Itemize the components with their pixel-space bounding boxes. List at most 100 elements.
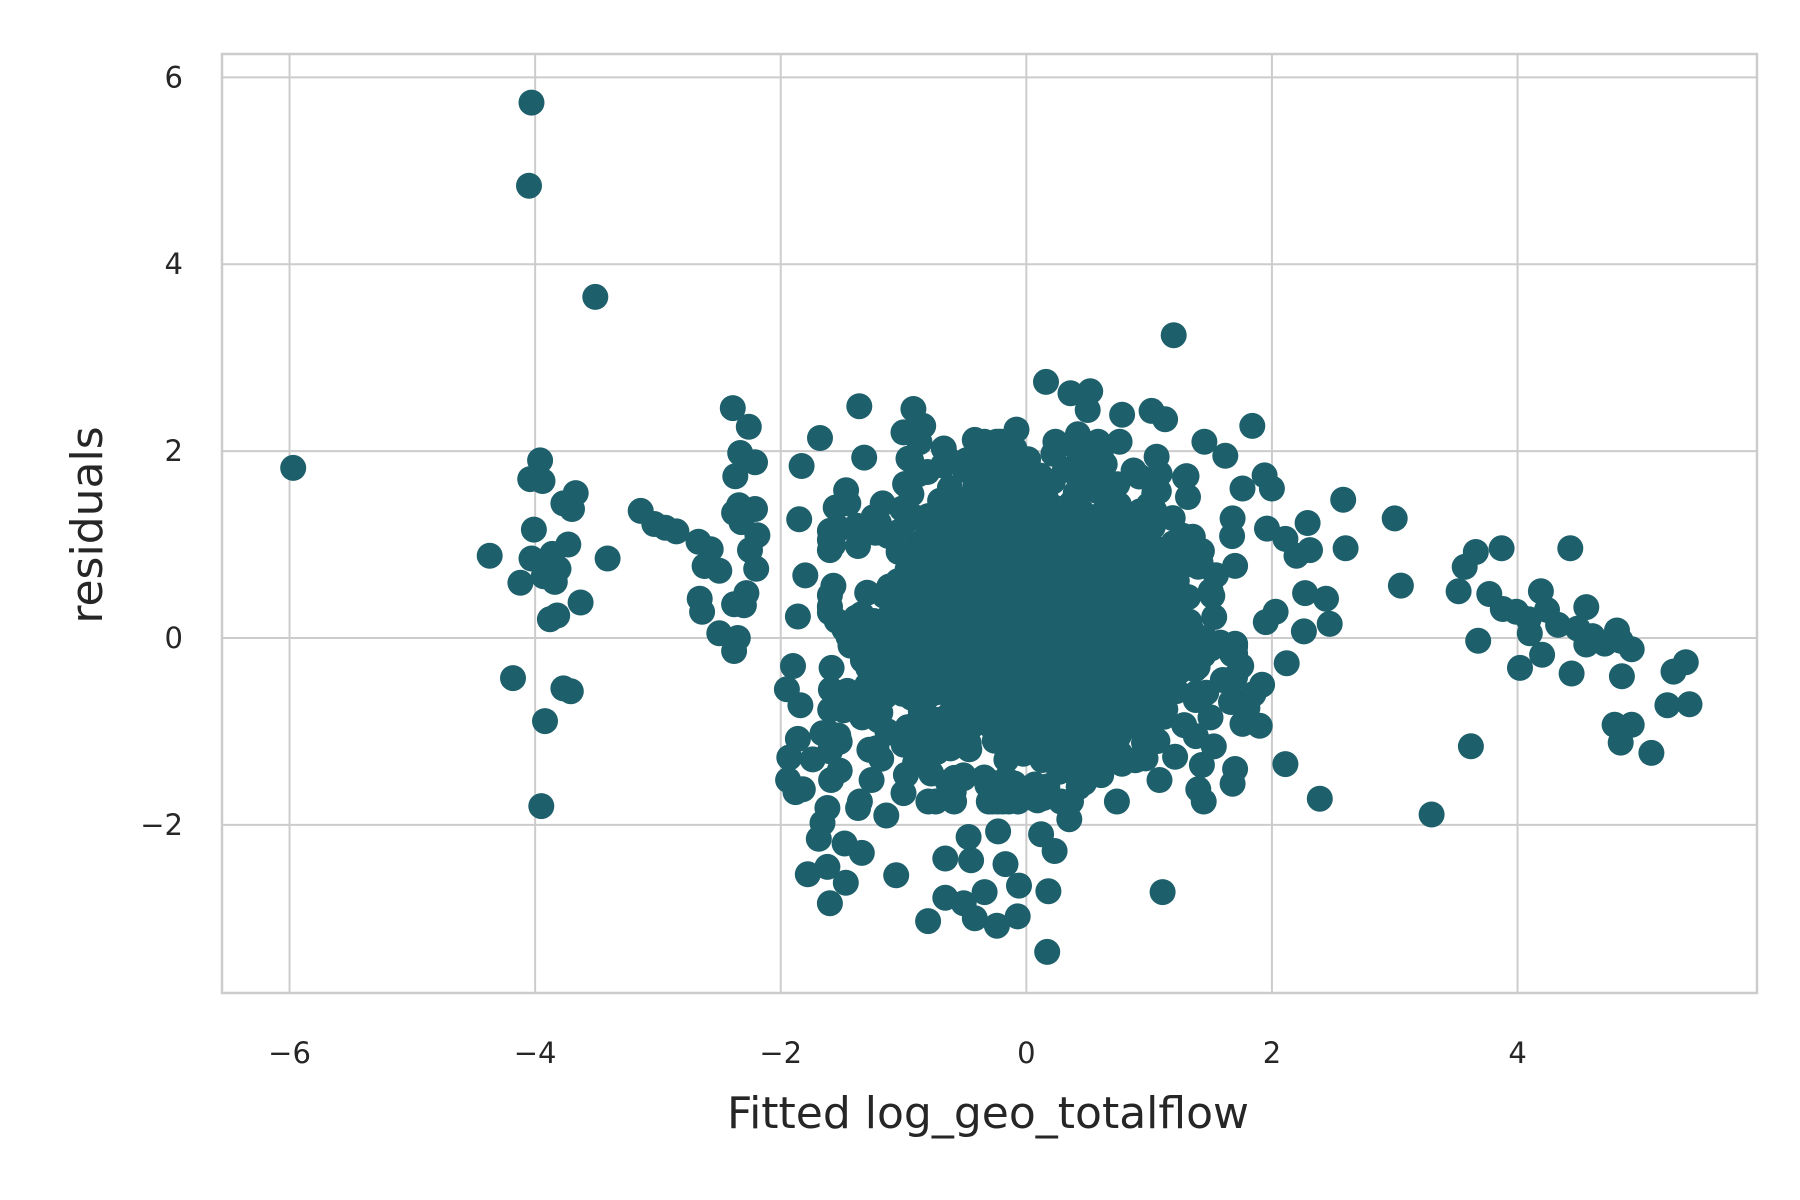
data-point — [805, 825, 832, 852]
data-point — [1071, 769, 1098, 796]
cluster-point — [922, 788, 949, 815]
data-point — [516, 172, 542, 199]
cluster-point — [931, 588, 958, 615]
data-point — [780, 653, 806, 679]
data-point — [1488, 535, 1515, 562]
data-point — [1252, 609, 1279, 636]
cluster-point — [954, 658, 980, 684]
data-point — [848, 839, 875, 866]
data-point — [869, 490, 896, 517]
cluster-point — [937, 700, 964, 727]
data-point — [958, 847, 985, 874]
cluster-point — [896, 595, 923, 622]
cluster-point — [974, 530, 1001, 557]
cluster-point — [884, 524, 911, 551]
cluster-point — [1085, 616, 1112, 643]
cluster-point — [907, 746, 934, 773]
cluster-point — [845, 533, 871, 559]
data-point — [721, 591, 748, 618]
data-point — [1188, 752, 1215, 778]
data-point — [520, 516, 547, 543]
cluster-point — [1199, 582, 1226, 609]
data-point — [1272, 751, 1299, 778]
data-point — [528, 793, 555, 820]
data-point — [1160, 322, 1187, 349]
data-point — [910, 412, 937, 439]
data-point — [1465, 627, 1492, 654]
data-point — [735, 413, 762, 440]
cluster-point — [921, 568, 948, 595]
data-point — [1545, 611, 1572, 638]
data-point — [1185, 776, 1212, 803]
data-point — [1607, 729, 1634, 756]
data-point — [976, 440, 1003, 466]
cluster-point — [950, 762, 977, 789]
data-point — [706, 557, 733, 584]
data-point — [1207, 629, 1234, 656]
data-point — [955, 824, 982, 850]
y-tick-label: 4 — [165, 247, 183, 281]
data-point — [1249, 671, 1276, 698]
data-point — [1608, 663, 1635, 690]
cluster-point — [954, 612, 981, 639]
data-point — [1557, 535, 1584, 562]
cluster-point — [1095, 654, 1122, 681]
data-point — [971, 879, 998, 906]
data-point — [1152, 406, 1179, 433]
data-point — [1445, 578, 1472, 605]
data-point — [1387, 572, 1414, 599]
cluster-point — [1019, 513, 1045, 540]
data-point — [582, 283, 609, 310]
y-tick-label: 6 — [165, 60, 183, 94]
data-point — [722, 463, 749, 490]
cluster-point — [1169, 522, 1196, 549]
data-points — [280, 89, 1703, 965]
cluster-point — [1133, 711, 1160, 738]
cluster-point — [818, 654, 845, 681]
data-point — [1239, 412, 1266, 439]
data-point — [1292, 580, 1319, 607]
data-point — [1033, 368, 1059, 395]
x-tick-label: 0 — [1017, 1036, 1035, 1070]
data-point — [905, 461, 932, 488]
data-point — [1573, 631, 1600, 658]
data-point — [555, 531, 582, 558]
data-point — [1109, 401, 1136, 428]
data-point — [776, 744, 803, 771]
cluster-point — [1046, 753, 1073, 780]
cluster-point — [973, 472, 1000, 499]
cluster-point — [1039, 516, 1066, 543]
cluster-point — [933, 676, 960, 703]
cluster-point — [1175, 484, 1201, 510]
data-point — [1297, 537, 1323, 564]
data-point — [1676, 691, 1703, 718]
data-point — [983, 912, 1010, 939]
data-point — [1258, 475, 1285, 502]
cluster-point — [1162, 743, 1189, 770]
cluster-point — [835, 623, 862, 650]
data-point — [1074, 397, 1101, 423]
data-point — [826, 757, 853, 784]
data-point — [541, 568, 568, 595]
data-point — [1219, 505, 1246, 532]
data-point — [1064, 421, 1091, 448]
data-point — [1197, 704, 1224, 731]
cluster-point — [834, 677, 861, 704]
data-point — [814, 853, 841, 880]
data-point — [1418, 801, 1445, 828]
data-point — [1228, 653, 1255, 679]
cluster-point — [1062, 569, 1089, 596]
data-point — [1191, 428, 1218, 455]
cluster-point — [1037, 547, 1064, 574]
cluster-point — [897, 634, 923, 660]
data-point — [873, 802, 900, 829]
data-point — [1507, 654, 1533, 681]
data-point — [721, 638, 748, 664]
cluster-point — [885, 568, 912, 595]
cluster-point — [1000, 659, 1027, 686]
data-point — [1672, 649, 1699, 676]
data-point — [1034, 938, 1061, 965]
cluster-point — [820, 572, 847, 599]
data-point — [1294, 510, 1321, 536]
data-point — [992, 851, 1019, 878]
